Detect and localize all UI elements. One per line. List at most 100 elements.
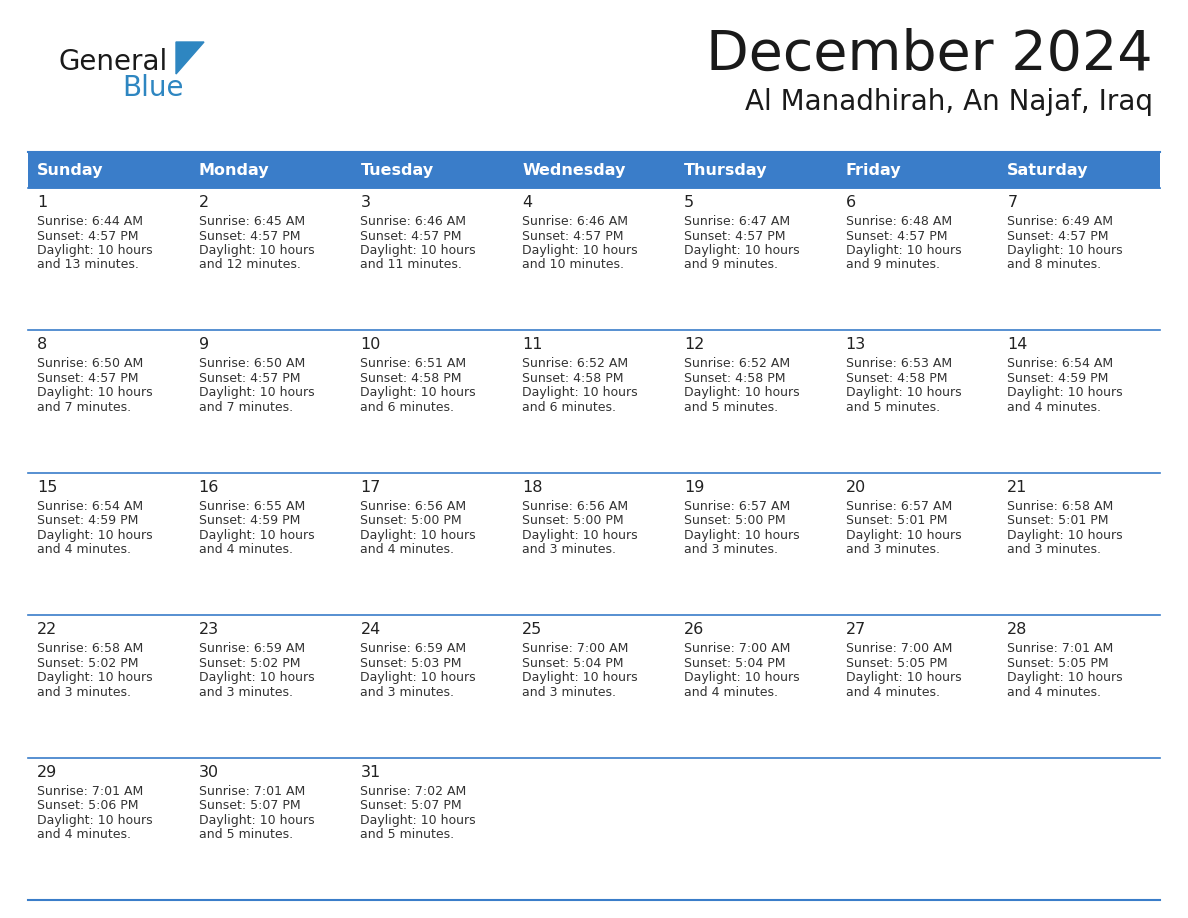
Text: Daylight: 10 hours: Daylight: 10 hours: [360, 529, 476, 542]
Text: 25: 25: [523, 622, 543, 637]
Text: and 9 minutes.: and 9 minutes.: [684, 259, 778, 272]
Text: Daylight: 10 hours: Daylight: 10 hours: [684, 386, 800, 399]
Text: Daylight: 10 hours: Daylight: 10 hours: [846, 671, 961, 684]
Text: Sunset: 5:07 PM: Sunset: 5:07 PM: [360, 799, 462, 812]
Text: Daylight: 10 hours: Daylight: 10 hours: [523, 244, 638, 257]
Text: and 7 minutes.: and 7 minutes.: [37, 401, 131, 414]
Text: Sunset: 4:58 PM: Sunset: 4:58 PM: [684, 372, 785, 385]
Text: 9: 9: [198, 338, 209, 353]
Text: and 9 minutes.: and 9 minutes.: [846, 259, 940, 272]
Text: Sunset: 5:02 PM: Sunset: 5:02 PM: [198, 656, 301, 670]
Text: Daylight: 10 hours: Daylight: 10 hours: [198, 671, 315, 684]
Text: and 5 minutes.: and 5 minutes.: [198, 828, 292, 841]
Polygon shape: [176, 42, 204, 74]
Text: Sunrise: 6:59 AM: Sunrise: 6:59 AM: [360, 643, 467, 655]
Text: Sunset: 4:57 PM: Sunset: 4:57 PM: [37, 230, 139, 242]
Text: Daylight: 10 hours: Daylight: 10 hours: [846, 386, 961, 399]
Text: Sunrise: 7:00 AM: Sunrise: 7:00 AM: [523, 643, 628, 655]
Text: Sunset: 4:58 PM: Sunset: 4:58 PM: [846, 372, 947, 385]
Text: 11: 11: [523, 338, 543, 353]
Text: Daylight: 10 hours: Daylight: 10 hours: [684, 529, 800, 542]
Text: Daylight: 10 hours: Daylight: 10 hours: [37, 244, 152, 257]
Text: 16: 16: [198, 480, 219, 495]
Text: Sunrise: 6:57 AM: Sunrise: 6:57 AM: [846, 499, 952, 513]
Text: Sunset: 4:59 PM: Sunset: 4:59 PM: [1007, 372, 1108, 385]
Text: 17: 17: [360, 480, 381, 495]
Text: 30: 30: [198, 765, 219, 779]
Text: and 4 minutes.: and 4 minutes.: [684, 686, 778, 699]
Text: and 3 minutes.: and 3 minutes.: [523, 543, 617, 556]
Text: Sunrise: 6:44 AM: Sunrise: 6:44 AM: [37, 215, 143, 228]
Text: and 3 minutes.: and 3 minutes.: [360, 686, 455, 699]
Text: Sunset: 4:57 PM: Sunset: 4:57 PM: [523, 230, 624, 242]
Bar: [29, 330, 1159, 473]
Text: 26: 26: [684, 622, 704, 637]
Text: 4: 4: [523, 195, 532, 210]
Text: 13: 13: [846, 338, 866, 353]
Bar: [29, 615, 1159, 757]
Text: Sunset: 4:57 PM: Sunset: 4:57 PM: [198, 372, 301, 385]
Text: and 7 minutes.: and 7 minutes.: [198, 401, 292, 414]
Text: Daylight: 10 hours: Daylight: 10 hours: [37, 386, 152, 399]
Text: Sunrise: 6:56 AM: Sunrise: 6:56 AM: [523, 499, 628, 513]
Text: Al Manadhirah, An Najaf, Iraq: Al Manadhirah, An Najaf, Iraq: [745, 88, 1154, 116]
Text: 5: 5: [684, 195, 694, 210]
Text: Sunset: 5:03 PM: Sunset: 5:03 PM: [360, 656, 462, 670]
Text: Sunset: 5:00 PM: Sunset: 5:00 PM: [360, 514, 462, 527]
Text: Sunrise: 7:01 AM: Sunrise: 7:01 AM: [37, 785, 144, 798]
Text: Sunrise: 6:52 AM: Sunrise: 6:52 AM: [523, 357, 628, 370]
Text: and 3 minutes.: and 3 minutes.: [37, 686, 131, 699]
Text: and 3 minutes.: and 3 minutes.: [1007, 543, 1101, 556]
Text: Sunrise: 6:45 AM: Sunrise: 6:45 AM: [198, 215, 305, 228]
Text: 24: 24: [360, 622, 380, 637]
Text: and 3 minutes.: and 3 minutes.: [523, 686, 617, 699]
Text: Sunrise: 7:01 AM: Sunrise: 7:01 AM: [198, 785, 305, 798]
Text: Sunset: 5:05 PM: Sunset: 5:05 PM: [1007, 656, 1108, 670]
Text: and 8 minutes.: and 8 minutes.: [1007, 259, 1101, 272]
Text: Daylight: 10 hours: Daylight: 10 hours: [360, 813, 476, 826]
Text: 18: 18: [523, 480, 543, 495]
Text: Sunrise: 6:50 AM: Sunrise: 6:50 AM: [37, 357, 144, 370]
Text: Daylight: 10 hours: Daylight: 10 hours: [523, 671, 638, 684]
Text: Sunrise: 6:49 AM: Sunrise: 6:49 AM: [1007, 215, 1113, 228]
Text: Sunset: 5:04 PM: Sunset: 5:04 PM: [684, 656, 785, 670]
Text: Sunday: Sunday: [37, 162, 103, 177]
Text: and 12 minutes.: and 12 minutes.: [198, 259, 301, 272]
Text: 7: 7: [1007, 195, 1017, 210]
Text: Daylight: 10 hours: Daylight: 10 hours: [1007, 244, 1123, 257]
Text: Sunrise: 6:52 AM: Sunrise: 6:52 AM: [684, 357, 790, 370]
Text: Daylight: 10 hours: Daylight: 10 hours: [198, 529, 315, 542]
Text: Sunset: 4:58 PM: Sunset: 4:58 PM: [360, 372, 462, 385]
Text: 28: 28: [1007, 622, 1028, 637]
Text: Daylight: 10 hours: Daylight: 10 hours: [198, 386, 315, 399]
Text: Daylight: 10 hours: Daylight: 10 hours: [1007, 671, 1123, 684]
Text: Sunrise: 6:48 AM: Sunrise: 6:48 AM: [846, 215, 952, 228]
Text: Sunset: 5:05 PM: Sunset: 5:05 PM: [846, 656, 947, 670]
Text: Sunset: 4:57 PM: Sunset: 4:57 PM: [1007, 230, 1108, 242]
Text: and 11 minutes.: and 11 minutes.: [360, 259, 462, 272]
Text: Daylight: 10 hours: Daylight: 10 hours: [37, 671, 152, 684]
Text: 27: 27: [846, 622, 866, 637]
Text: Daylight: 10 hours: Daylight: 10 hours: [684, 671, 800, 684]
Text: Daylight: 10 hours: Daylight: 10 hours: [360, 671, 476, 684]
Text: Sunrise: 7:01 AM: Sunrise: 7:01 AM: [1007, 643, 1113, 655]
Text: Daylight: 10 hours: Daylight: 10 hours: [360, 244, 476, 257]
Text: 23: 23: [198, 622, 219, 637]
Text: and 5 minutes.: and 5 minutes.: [360, 828, 455, 841]
Text: 21: 21: [1007, 480, 1028, 495]
Text: Monday: Monday: [198, 162, 270, 177]
Text: Sunset: 4:57 PM: Sunset: 4:57 PM: [198, 230, 301, 242]
Text: Sunset: 5:01 PM: Sunset: 5:01 PM: [1007, 514, 1108, 527]
Text: and 3 minutes.: and 3 minutes.: [198, 686, 292, 699]
Text: Sunrise: 6:53 AM: Sunrise: 6:53 AM: [846, 357, 952, 370]
Text: 8: 8: [37, 338, 48, 353]
Text: Daylight: 10 hours: Daylight: 10 hours: [37, 529, 152, 542]
Text: Sunrise: 6:54 AM: Sunrise: 6:54 AM: [1007, 357, 1113, 370]
Text: 6: 6: [846, 195, 855, 210]
Text: Sunset: 5:01 PM: Sunset: 5:01 PM: [846, 514, 947, 527]
Text: Daylight: 10 hours: Daylight: 10 hours: [198, 244, 315, 257]
Text: and 13 minutes.: and 13 minutes.: [37, 259, 139, 272]
Text: Sunset: 4:57 PM: Sunset: 4:57 PM: [846, 230, 947, 242]
Text: and 5 minutes.: and 5 minutes.: [684, 401, 778, 414]
Text: Sunrise: 6:55 AM: Sunrise: 6:55 AM: [198, 499, 305, 513]
